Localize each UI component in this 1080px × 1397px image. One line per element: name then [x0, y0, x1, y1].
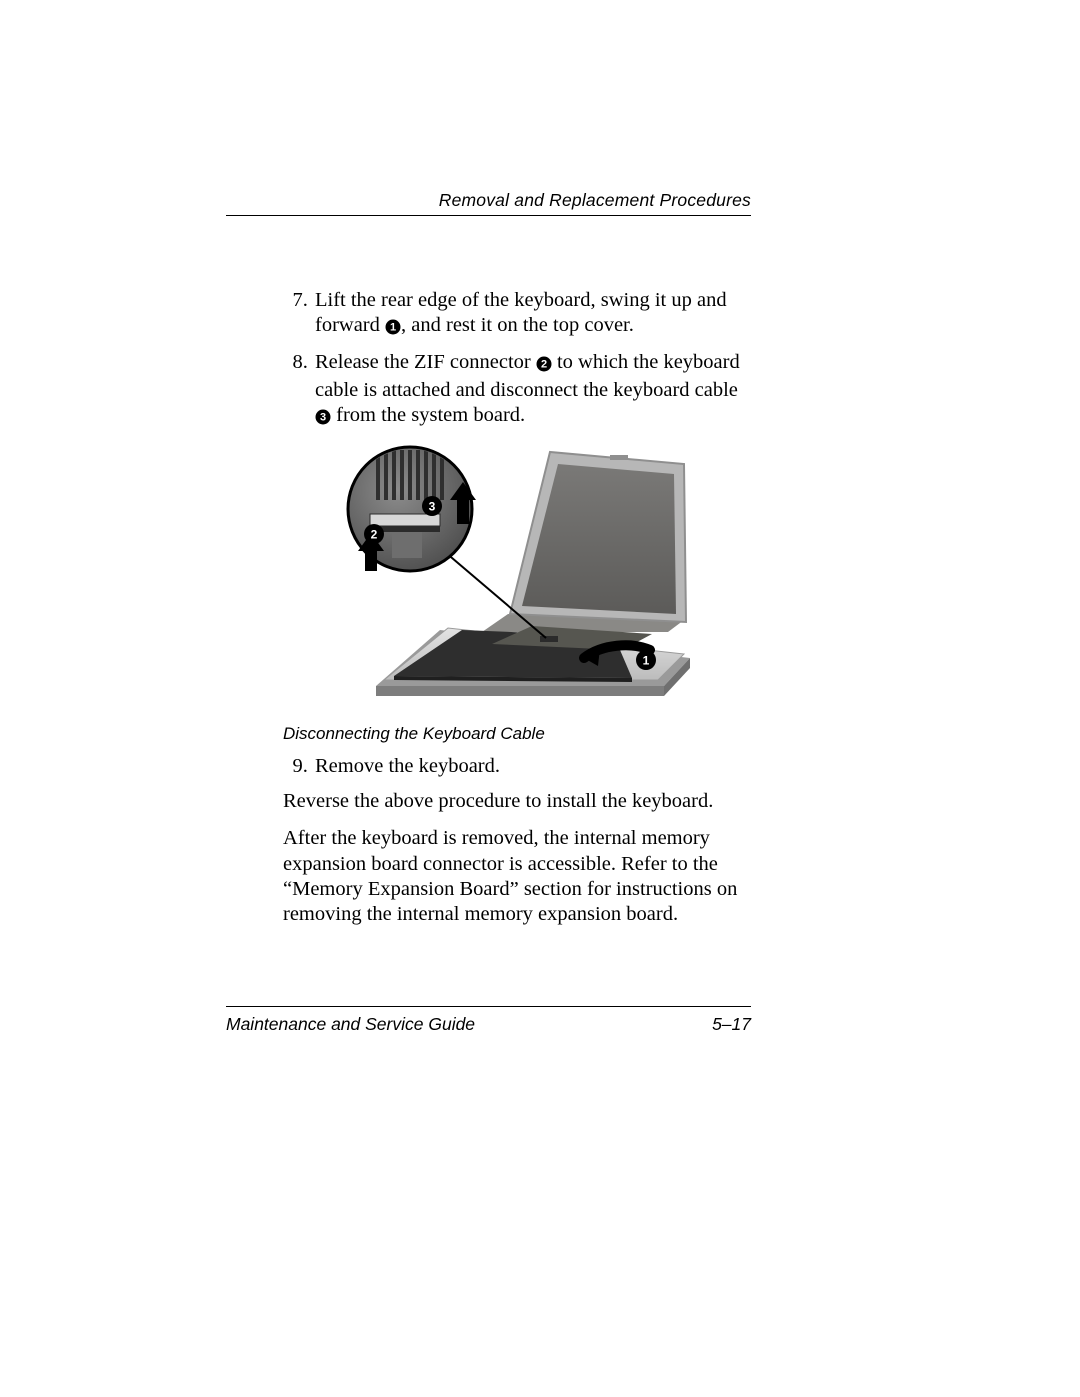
- step-8-post: from the system board.: [331, 404, 525, 426]
- page-footer: Maintenance and Service Guide 5–17: [226, 1014, 751, 1035]
- procedure-steps-b: Remove the keyboard.: [283, 754, 751, 779]
- page: Removal and Replacement Procedures Lift …: [0, 0, 1080, 1397]
- figure-callout-1: 1: [636, 650, 656, 670]
- footer-rule: [226, 1006, 751, 1007]
- figure-callout-3: 3: [422, 496, 442, 516]
- body-block: Lift the rear edge of the keyboard, swin…: [283, 248, 751, 939]
- svg-text:3: 3: [429, 500, 436, 514]
- step-9: Remove the keyboard.: [313, 754, 751, 779]
- callout-3-inline: 3: [315, 405, 331, 430]
- footer-right: 5–17: [712, 1014, 751, 1035]
- step-7-post: , and rest it on the top cover.: [401, 314, 634, 336]
- step-7: Lift the rear edge of the keyboard, swin…: [313, 288, 751, 340]
- section-header: Removal and Replacement Procedures: [226, 190, 751, 211]
- callout-2-inline: 2: [536, 352, 552, 377]
- step-8-pre: Release the ZIF connector: [315, 351, 536, 373]
- figure-disconnect-keyboard-cable: 3 2 1: [332, 444, 702, 716]
- svg-text:1: 1: [390, 322, 396, 334]
- procedure-steps-a: Lift the rear edge of the keyboard, swin…: [283, 288, 751, 430]
- header-rule: [226, 215, 751, 216]
- step-8: Release the ZIF connector 2 to which the…: [313, 350, 751, 430]
- step-9-text: Remove the keyboard.: [315, 755, 500, 777]
- svg-text:1: 1: [643, 654, 650, 668]
- callout-1-inline: 1: [385, 315, 401, 340]
- paragraph-reverse: Reverse the above procedure to install t…: [283, 789, 751, 814]
- figure-callout-2: 2: [364, 524, 384, 544]
- svg-text:2: 2: [541, 359, 547, 371]
- paragraph-memory-note: After the keyboard is removed, the inter…: [283, 826, 751, 927]
- figure-caption: Disconnecting the Keyboard Cable: [283, 724, 751, 744]
- svg-text:2: 2: [371, 528, 378, 542]
- figure-svg: 3 2 1: [332, 444, 702, 716]
- footer-left: Maintenance and Service Guide: [226, 1014, 475, 1035]
- svg-text:3: 3: [320, 411, 326, 423]
- content-column: Removal and Replacement Procedures: [226, 190, 751, 217]
- figure-inset: 3 2: [348, 447, 476, 571]
